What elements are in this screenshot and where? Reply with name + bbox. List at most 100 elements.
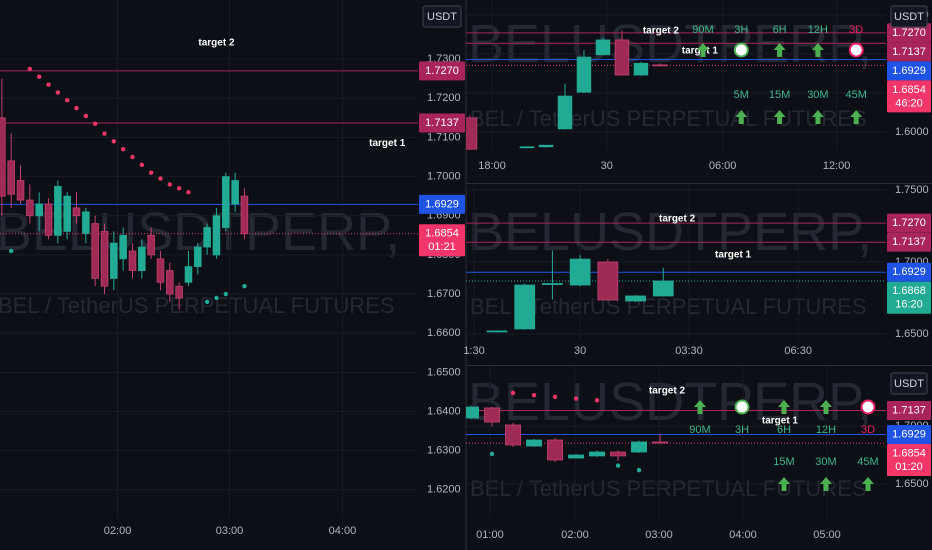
watermark-subtitle: BEL / TetherUS PERPETUAL FUTURES [470, 294, 867, 319]
candle-body [526, 439, 542, 447]
candle-body [652, 64, 668, 67]
candle-body [72, 207, 81, 217]
sar-dot [36, 74, 42, 79]
price-tag-label: 1.7137 [892, 46, 926, 58]
y-tick-label: 1.6200 [427, 484, 461, 496]
price-tag [419, 224, 465, 257]
y-tick-label: 1.7200 [427, 92, 461, 104]
y-tick-label: 1.6400 [427, 405, 461, 417]
sar-dot [111, 139, 117, 144]
candle-body [63, 195, 71, 232]
candle-body [119, 234, 127, 260]
signal-arrow [862, 477, 874, 491]
sar-dot [531, 392, 537, 398]
y-tick-label: 1.7000 [427, 170, 461, 182]
candle-body [110, 242, 118, 279]
x-tick-label: 06:30 [784, 345, 812, 357]
signal-arrow [820, 477, 832, 491]
price-tag-countdown: 16:20 [895, 299, 923, 311]
watermark-subtitle: BEL / TetherUS PERPETUAL FUTURES [0, 293, 395, 318]
sar-dot [594, 398, 600, 403]
signal-arrow [773, 43, 786, 57]
timeframe-label: 45M [845, 89, 866, 101]
price-tag [887, 281, 931, 314]
y-tick-label: 1.7100 [427, 131, 461, 143]
candle-body [486, 330, 508, 333]
timeframe-label: 12H [816, 424, 836, 436]
candle-body [82, 211, 90, 234]
sar-dot [130, 154, 135, 160]
y-tick-label: 1.6500 [895, 478, 929, 490]
x-tick-label: 18:00 [478, 160, 506, 172]
candle-body [625, 295, 646, 302]
timeframe-label: 3H [734, 24, 748, 36]
y-tick-label: 1.6600 [427, 327, 461, 339]
price-tag [887, 262, 931, 282]
candle-body [466, 406, 480, 419]
y-tick-label: 1.7300 [427, 53, 461, 65]
sar-dot [92, 121, 98, 126]
price-tag [887, 23, 931, 43]
sar-dot [64, 98, 70, 103]
sar-dot [223, 291, 228, 297]
price-tag [887, 61, 931, 81]
signal-arrow [773, 110, 786, 124]
candle-body [484, 407, 501, 423]
signal-arrow [850, 110, 863, 124]
price-tag [887, 80, 931, 113]
signal-arrow [694, 400, 706, 414]
annotation: target 2 [198, 38, 235, 49]
candle-body [7, 160, 15, 195]
x-tick-label: 1:30 [463, 345, 484, 357]
x-tick-label: 04:00 [729, 529, 757, 541]
timeframe-label: 12H [808, 24, 828, 36]
y-tick-label: 1.7500 [895, 184, 929, 196]
sar-dot [214, 295, 219, 301]
signal-arrow [697, 43, 709, 57]
timeframe-label: 90M [689, 424, 710, 436]
currency-box [890, 5, 928, 28]
x-tick-label: 02:00 [104, 525, 132, 537]
candle-body [633, 62, 649, 76]
candle-body [156, 258, 165, 283]
sar-dot [636, 467, 642, 473]
sar-dot [615, 463, 621, 468]
sar-dot [204, 299, 210, 305]
candle-body [231, 180, 239, 205]
sar-dot [148, 170, 154, 175]
price-tag-label: 1.6868 [892, 285, 926, 297]
price-tag [419, 61, 465, 81]
candle-body [175, 285, 183, 299]
candle-body [16, 180, 25, 201]
sar-dot [102, 131, 107, 136]
candle-body [514, 284, 536, 330]
signal-arrow [735, 110, 748, 124]
price-tag-label: 1.7137 [425, 117, 459, 129]
candle-body [652, 280, 674, 297]
timeframe-label: 3H [735, 424, 749, 436]
candle-body [184, 266, 193, 283]
candle-body [138, 246, 146, 271]
x-tick-label: 04:00 [329, 525, 357, 537]
candle-body [91, 223, 99, 279]
x-tick-label: 30 [574, 345, 586, 357]
y-tick-label: 1.6700 [427, 288, 461, 300]
sar-dot [242, 284, 247, 289]
candle-body [147, 234, 155, 256]
x-tick-label: 03:00 [216, 525, 244, 537]
signal-circle [860, 399, 876, 415]
sar-dot [158, 176, 163, 181]
currency-box [422, 5, 462, 28]
candle-body [44, 203, 53, 236]
candle-body [576, 56, 592, 93]
price-tag-label: 1.7270 [892, 217, 926, 229]
price-tag-label: 1.6854 [425, 228, 459, 240]
signal-arrow [820, 400, 832, 414]
timeframe-label: 45M [857, 456, 878, 468]
price-tag [887, 42, 931, 62]
sar-dot [74, 105, 79, 111]
candle-body [652, 441, 668, 444]
timeframe-label: 15M [769, 89, 790, 101]
candle-body [35, 203, 43, 217]
timeframe-label: 15M [773, 456, 794, 468]
